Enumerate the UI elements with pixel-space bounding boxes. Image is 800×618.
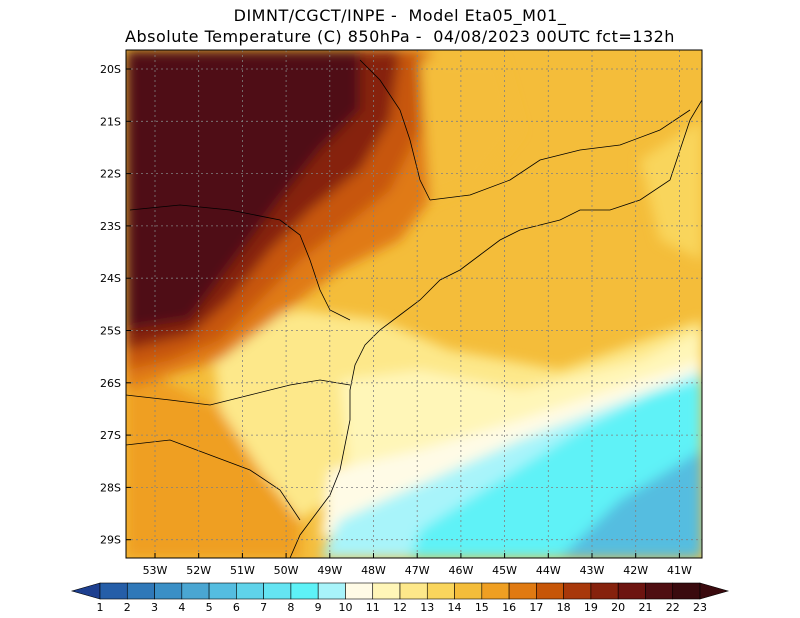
colorbar-swatch (426, 582, 455, 600)
lon-label: 51W (230, 564, 255, 577)
colorbar-swatch (481, 582, 510, 600)
colorbar-label: 10 (338, 601, 352, 614)
map-title-line2: Absolute Temperature (C) 850hPa - 04/08/… (125, 27, 675, 46)
colorbar-label: 20 (611, 601, 625, 614)
colorbar-swatch (126, 582, 155, 600)
lon-label: 53W (143, 564, 168, 577)
field-darkred-nw (126, 50, 360, 330)
colorbar-label: 11 (366, 601, 380, 614)
lon-label: 42W (623, 564, 648, 577)
lon-label: 43W (580, 564, 605, 577)
colorbar-label: 16 (502, 601, 516, 614)
lat-label: 28S (100, 481, 121, 494)
field-warm-southwest (126, 360, 300, 558)
lat-label: 24S (100, 272, 121, 285)
field-orange-ne (420, 60, 520, 200)
colorbar-label: 9 (315, 601, 322, 614)
lon-label: 47W (405, 564, 430, 577)
state-border-3 (126, 379, 351, 406)
lon-label: 46W (448, 564, 473, 577)
colorbar-swatch (536, 582, 564, 600)
map-title-line1: DIMNT/CGCT/INPE - Model Eta05_M01_ (233, 6, 567, 25)
lat-label: 29S (100, 534, 121, 547)
latitude-labels: 20S 21S 22S 23S 24S 25S 26S 27S 28S 29S (100, 63, 131, 547)
colorbar-swatch (645, 582, 674, 600)
colorbar-label: 2 (124, 601, 131, 614)
colorbar-swatch (208, 582, 237, 600)
lon-label: 41W (667, 564, 692, 577)
colorbar-swatch (672, 582, 701, 600)
colorbar-label: 7 (260, 601, 267, 614)
colorbar-label: 13 (420, 601, 434, 614)
lat-label: 20S (100, 63, 121, 76)
colorbar-swatch (181, 582, 210, 600)
lat-label: 27S (100, 429, 121, 442)
colorbar-label: 1 (97, 601, 104, 614)
lon-label: 48W (361, 564, 386, 577)
colorbar-label: 8 (287, 601, 294, 614)
colorbar-label: 6 (233, 601, 240, 614)
map-frame (125, 49, 703, 559)
coastlines-and-borders (126, 59, 702, 558)
state-border-5 (429, 109, 691, 201)
lon-label: 50W (274, 564, 299, 577)
colorbar-swatch (372, 582, 401, 600)
lon-label: 49W (317, 564, 342, 577)
colorbar-label: 18 (557, 601, 571, 614)
graticule (126, 50, 702, 558)
colorbar-swatch (263, 582, 292, 600)
colorbar-swatch (236, 582, 264, 600)
colorbar-swatch (154, 582, 183, 600)
lon-label: 45W (492, 564, 517, 577)
colorbar-label: 3 (151, 601, 158, 614)
colorbar-swatch (345, 582, 374, 600)
field-yellow-east (640, 120, 702, 260)
colorbar-swatch (399, 582, 428, 600)
state-border-4 (126, 439, 301, 521)
colorbar-label: 17 (529, 601, 543, 614)
colorbar-swatch (99, 582, 128, 600)
colorbar-swatch (508, 582, 537, 600)
colorbar-labels: 1 2 3 4 5 6 7 8 9 10 11 12 13 14 15 16 17 18 19 20 21 22 23 (97, 601, 708, 614)
colorbar-label: 15 (475, 601, 489, 614)
lat-label: 26S (100, 377, 121, 390)
lon-label: 52W (186, 564, 211, 577)
field-blue (560, 450, 702, 558)
colorbar-label: 4 (178, 601, 185, 614)
colorbar-swatch (454, 582, 483, 600)
colorbar-swatch (290, 582, 319, 600)
colorbar-label: 21 (638, 601, 652, 614)
colorbar-swatch (563, 582, 592, 600)
longitude-labels: 53W 52W 51W 50W 49W 48W 47W 46W 45W 44W 43W 42W 41W (143, 553, 692, 577)
colorbar-swatch (317, 582, 346, 600)
colorbar-label: 5 (206, 601, 213, 614)
colorbar-label: 19 (584, 601, 598, 614)
colorbar-swatch (617, 582, 646, 600)
coastline (289, 99, 702, 558)
lat-label: 22S (100, 168, 121, 181)
colorbar-swatch (590, 582, 619, 600)
state-border-1 (359, 59, 431, 201)
colorbar-label: 14 (448, 601, 462, 614)
field-paleyellow-band (340, 330, 702, 480)
colorbar-label: 22 (666, 601, 680, 614)
colorbar-over-arrow (699, 582, 730, 600)
colorbar (70, 582, 730, 600)
colorbar-label: 12 (393, 601, 407, 614)
colorbar-under-arrow (70, 582, 101, 600)
colorbar-label: 23 (693, 601, 707, 614)
lon-label: 44W (536, 564, 561, 577)
lat-label: 21S (100, 115, 121, 128)
lat-label: 25S (100, 325, 121, 338)
lat-label: 23S (100, 220, 121, 233)
temperature-field (126, 50, 702, 558)
state-border-2 (129, 204, 351, 321)
